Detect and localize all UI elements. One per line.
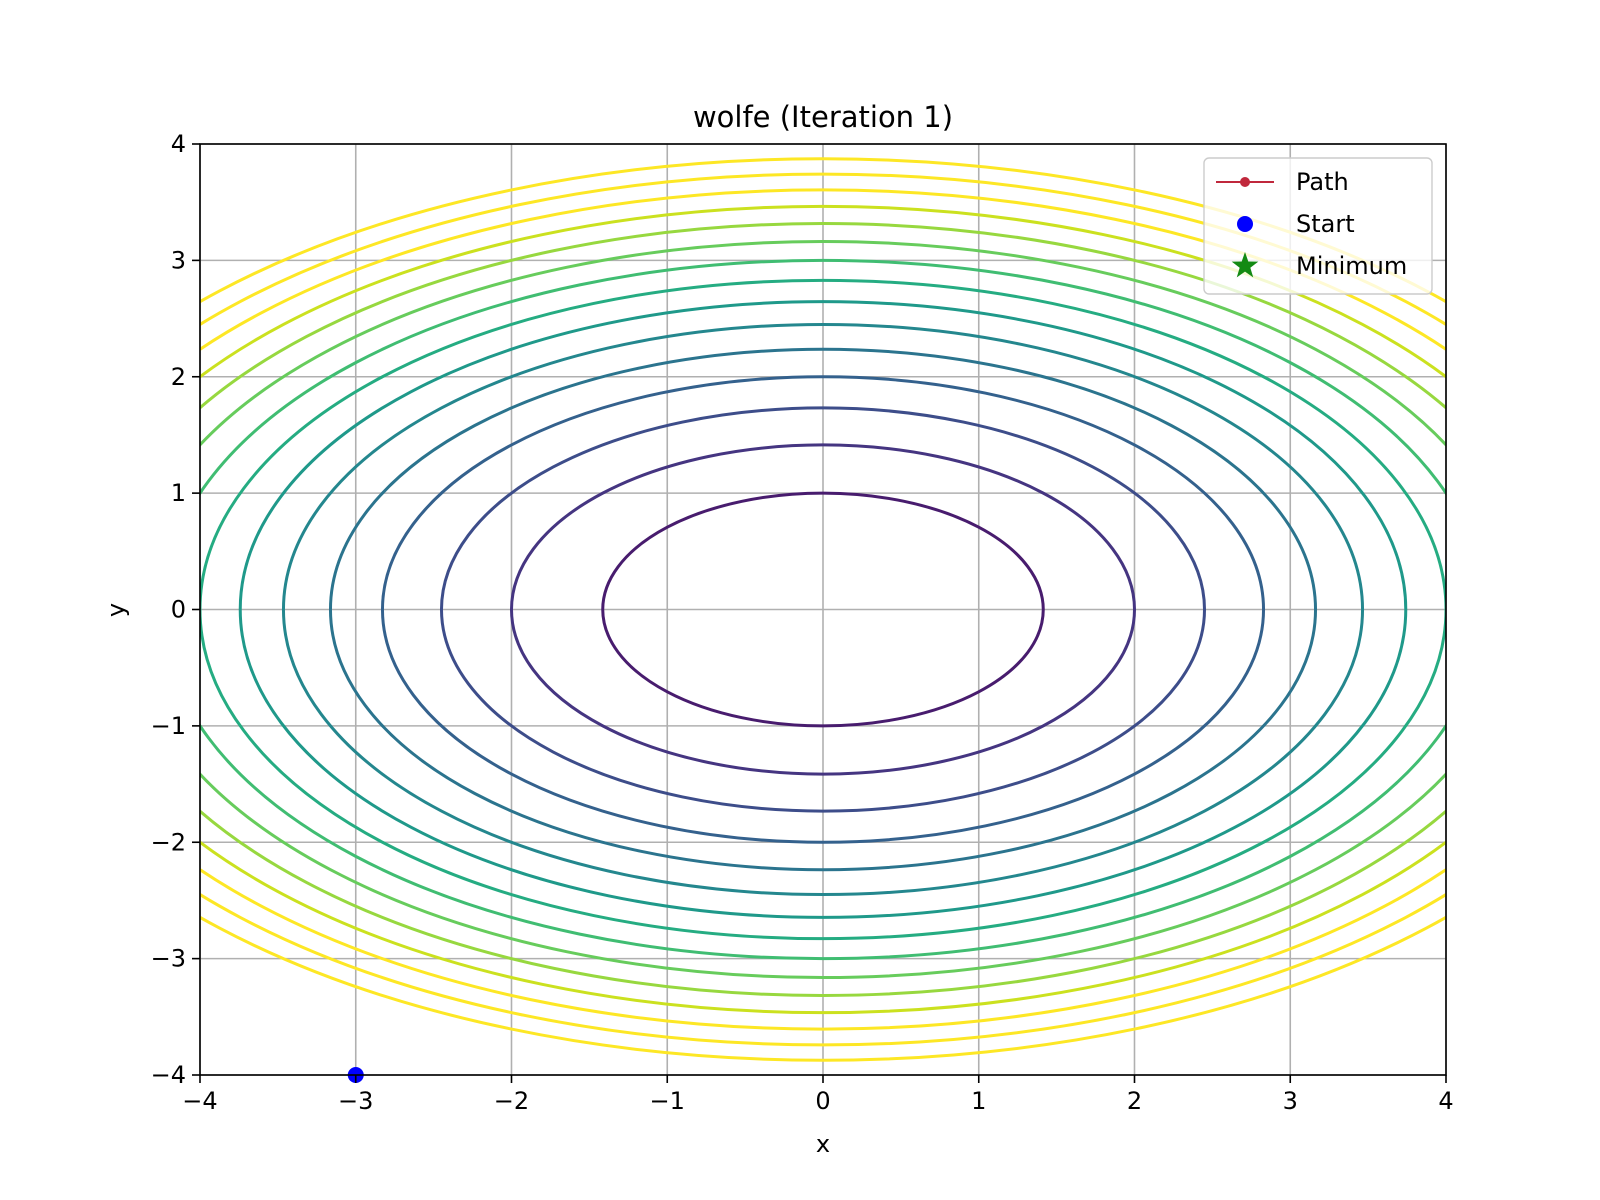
x-tick-label-4: 0 [815, 1087, 830, 1115]
x-tick-label-6: 2 [1127, 1087, 1142, 1115]
y-tick-label-7: 3 [171, 246, 186, 274]
legend-path-marker [1240, 177, 1250, 187]
contour-level-13 [200, 188, 1446, 1031]
legend-frame [1203, 157, 1433, 295]
y-tick-label-6: 2 [171, 363, 186, 391]
contour-level-1 [601, 491, 1045, 728]
x-tick-label-7: 3 [1283, 1087, 1298, 1115]
y-tick-label-5: 1 [171, 479, 186, 507]
contour-level-15 [200, 157, 1446, 1062]
y-tick-label-3: −1 [151, 712, 186, 740]
contour-level-5 [328, 347, 1318, 872]
contour-level-11 [200, 222, 1446, 997]
y-axis-ticks: −4 −3 −2 −1 0 1 2 3 4 [151, 130, 200, 1089]
x-tick-label-3: −1 [650, 1087, 685, 1115]
legend-start-marker [1237, 216, 1253, 232]
x-axis-label: x [816, 1130, 830, 1158]
contour-lines [200, 157, 1446, 1062]
y-tick-label-0: −4 [151, 1061, 186, 1089]
y-axis-label: y [102, 603, 130, 617]
contour-level-3 [439, 406, 1207, 813]
chart-title: wolfe (Iteration 1) [693, 100, 953, 134]
x-tick-label-0: −4 [182, 1087, 217, 1115]
legend-minimum-star-icon [1231, 252, 1259, 278]
contour-level-6 [281, 322, 1365, 897]
contour-level-12 [200, 204, 1446, 1015]
contour-level-4 [380, 375, 1266, 844]
legend: Path Start Minimum [1203, 157, 1433, 295]
y-tick-label-2: −2 [151, 828, 186, 856]
y-tick-label-1: −3 [151, 945, 186, 973]
x-axis-ticks: −4 −3 −2 −1 0 1 2 3 4 [182, 1075, 1454, 1115]
x-tick-label-5: 1 [971, 1087, 986, 1115]
legend-label-minimum: Minimum [1296, 252, 1407, 280]
contour-level-8 [200, 278, 1446, 941]
x-tick-label-2: −2 [494, 1087, 529, 1115]
x-tick-label-1: −3 [338, 1087, 373, 1115]
contour-level-14 [200, 172, 1446, 1047]
contour-level-7 [238, 300, 1408, 919]
legend-label-path: Path [1296, 168, 1349, 196]
y-tick-label-8: 4 [171, 130, 186, 158]
contour-level-9 [200, 258, 1446, 961]
legend-label-start: Start [1296, 210, 1355, 238]
y-tick-label-4: 0 [171, 596, 186, 624]
contour-level-2 [510, 443, 1136, 776]
contour-level-10 [200, 240, 1446, 979]
x-tick-label-8: 4 [1438, 1087, 1453, 1115]
